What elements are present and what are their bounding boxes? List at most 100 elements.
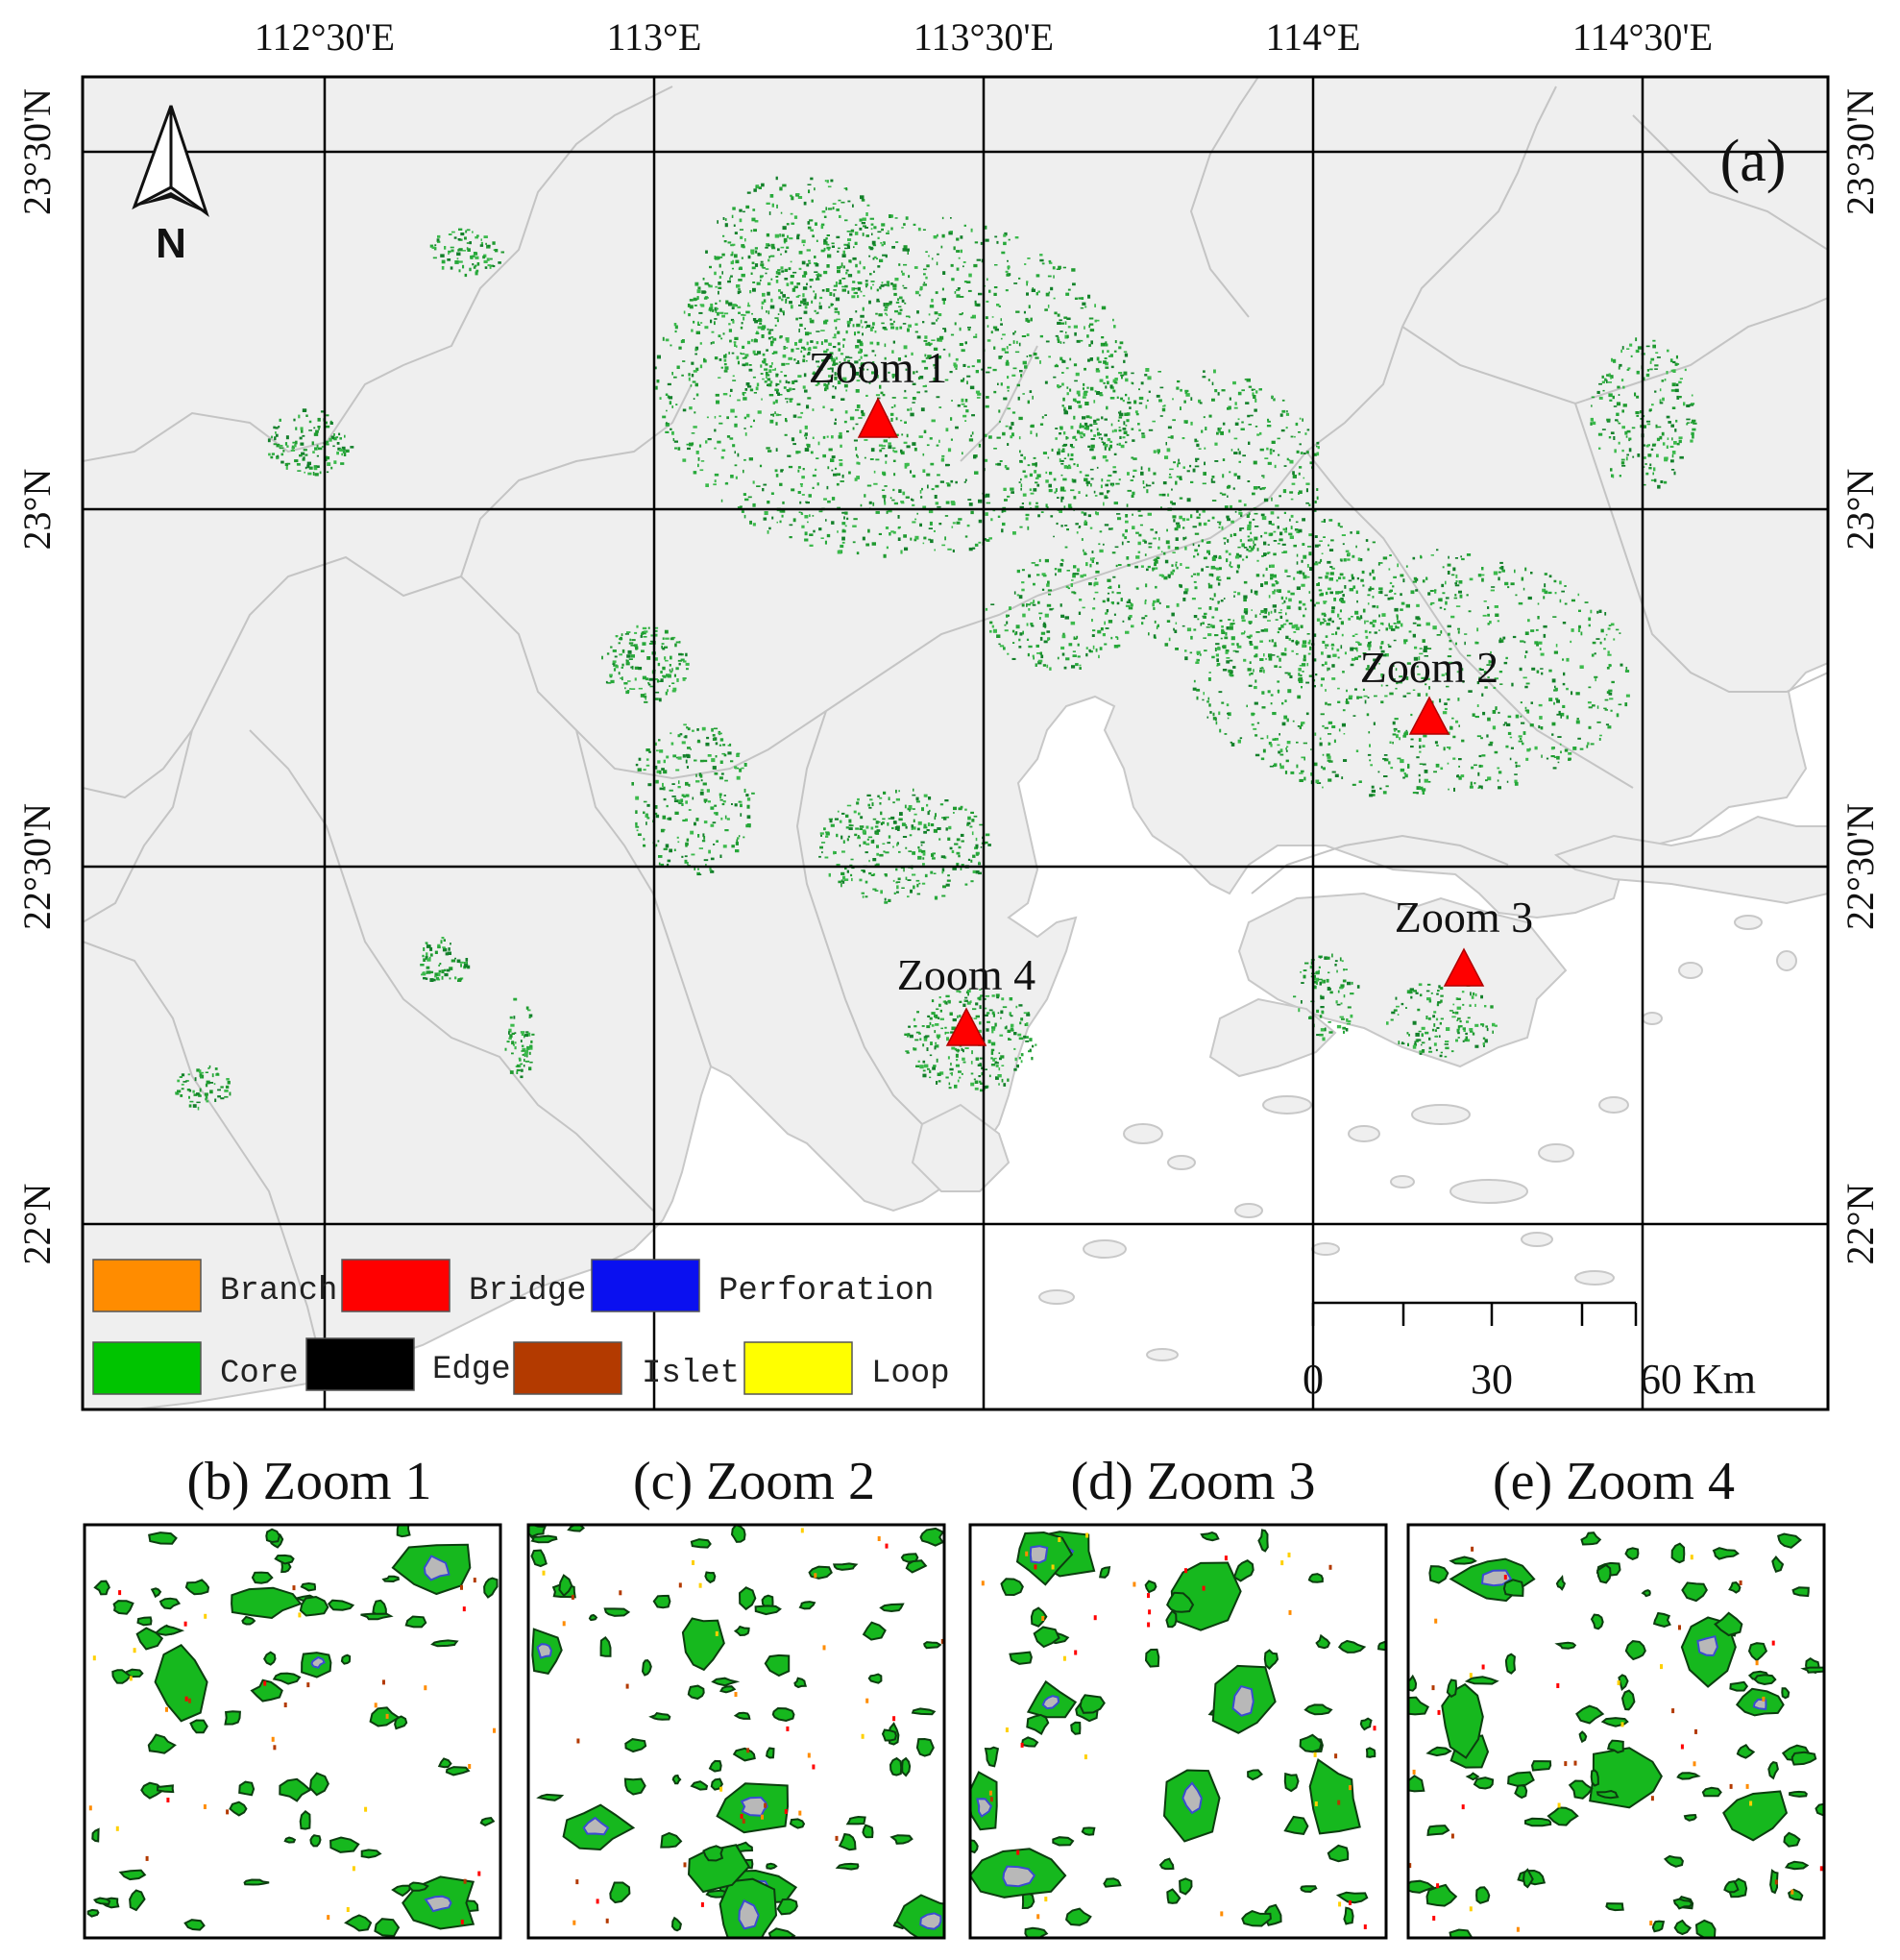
green-patch xyxy=(658,855,663,858)
green-patch xyxy=(770,342,773,347)
green-patch xyxy=(1538,641,1543,645)
green-patch xyxy=(956,851,961,855)
green-patch xyxy=(1462,680,1465,683)
green-patch xyxy=(1109,397,1114,400)
green-patch xyxy=(894,309,899,313)
green-patch xyxy=(1261,516,1267,521)
green-patch xyxy=(841,850,845,853)
green-patch xyxy=(937,317,939,320)
green-patch xyxy=(1105,459,1108,462)
green-patch xyxy=(1039,258,1044,262)
green-patch xyxy=(895,797,900,801)
green-patch xyxy=(898,818,903,821)
green-patch xyxy=(1559,599,1562,603)
green-patch xyxy=(984,284,987,287)
green-patch xyxy=(1299,772,1303,774)
green-patch xyxy=(871,240,876,245)
green-patch xyxy=(1218,556,1222,559)
green-patch xyxy=(724,366,729,370)
green-patch xyxy=(1029,355,1032,357)
green-patch xyxy=(1120,397,1124,401)
green-patch xyxy=(849,318,853,322)
green-patch xyxy=(940,1027,943,1030)
green-patch xyxy=(784,268,789,272)
green-patch xyxy=(1025,317,1029,322)
green-patch xyxy=(749,520,752,525)
green-patch xyxy=(861,892,865,894)
green-patch xyxy=(701,840,706,843)
green-patch xyxy=(950,1063,952,1066)
green-patch xyxy=(677,841,680,844)
green-patch xyxy=(792,414,797,418)
green-patch xyxy=(1478,785,1482,789)
green-patch xyxy=(1186,627,1192,632)
green-patch xyxy=(1290,526,1293,529)
green-patch xyxy=(1464,641,1466,646)
green-patch xyxy=(1571,628,1574,632)
green-patch xyxy=(1067,453,1070,457)
green-patch xyxy=(1601,429,1606,430)
green-patch xyxy=(978,871,982,875)
green-patch xyxy=(670,637,674,641)
green-patch xyxy=(1275,504,1279,507)
green-patch xyxy=(830,408,834,411)
green-patch xyxy=(1302,671,1304,673)
green-patch xyxy=(901,272,905,276)
green-patch xyxy=(868,300,871,305)
green-patch xyxy=(1084,552,1087,555)
green-patch xyxy=(1080,306,1084,309)
green-patch xyxy=(1364,629,1368,633)
green-patch xyxy=(876,852,879,856)
green-patch xyxy=(1241,615,1245,620)
green-patch xyxy=(1316,618,1321,622)
green-patch xyxy=(947,837,951,841)
green-patch xyxy=(816,360,820,363)
green-patch xyxy=(1339,558,1343,561)
green-patch xyxy=(1239,527,1242,531)
green-patch xyxy=(697,457,700,461)
green-patch xyxy=(1131,372,1134,375)
green-patch xyxy=(1654,364,1659,367)
green-patch xyxy=(671,682,675,684)
green-patch xyxy=(1649,463,1652,467)
green-patch xyxy=(804,538,809,542)
green-patch xyxy=(792,443,796,446)
green-patch xyxy=(948,353,951,357)
green-patch xyxy=(996,304,1000,306)
green-patch xyxy=(1392,733,1397,736)
green-patch xyxy=(674,325,678,330)
green-patch xyxy=(821,210,826,213)
green-patch xyxy=(801,239,806,244)
green-patch xyxy=(778,394,783,396)
green-patch xyxy=(1662,442,1666,446)
green-patch xyxy=(1542,588,1547,593)
green-patch xyxy=(1670,389,1676,392)
green-patch xyxy=(890,406,894,408)
green-patch xyxy=(886,510,889,514)
green-patch xyxy=(688,377,691,381)
green-patch xyxy=(944,536,946,541)
green-patch xyxy=(901,887,905,889)
green-patch xyxy=(889,497,892,500)
green-patch xyxy=(875,394,880,397)
green-patch xyxy=(768,527,771,530)
green-patch xyxy=(1125,424,1128,427)
green-patch xyxy=(1114,378,1118,381)
green-patch xyxy=(1196,516,1201,519)
green-patch xyxy=(1198,544,1201,548)
green-patch xyxy=(946,879,951,882)
green-patch xyxy=(1591,404,1593,407)
green-patch xyxy=(730,408,735,413)
green-patch xyxy=(856,453,858,457)
green-patch xyxy=(783,347,789,349)
green-patch xyxy=(823,241,828,245)
green-patch xyxy=(853,246,855,249)
green-patch xyxy=(781,270,785,273)
green-patch xyxy=(913,819,915,822)
green-patch xyxy=(1002,333,1006,336)
green-patch xyxy=(1367,753,1372,756)
green-patch xyxy=(1061,372,1064,374)
green-patch xyxy=(1449,725,1452,730)
green-patch xyxy=(967,499,972,501)
green-patch xyxy=(1362,688,1365,691)
